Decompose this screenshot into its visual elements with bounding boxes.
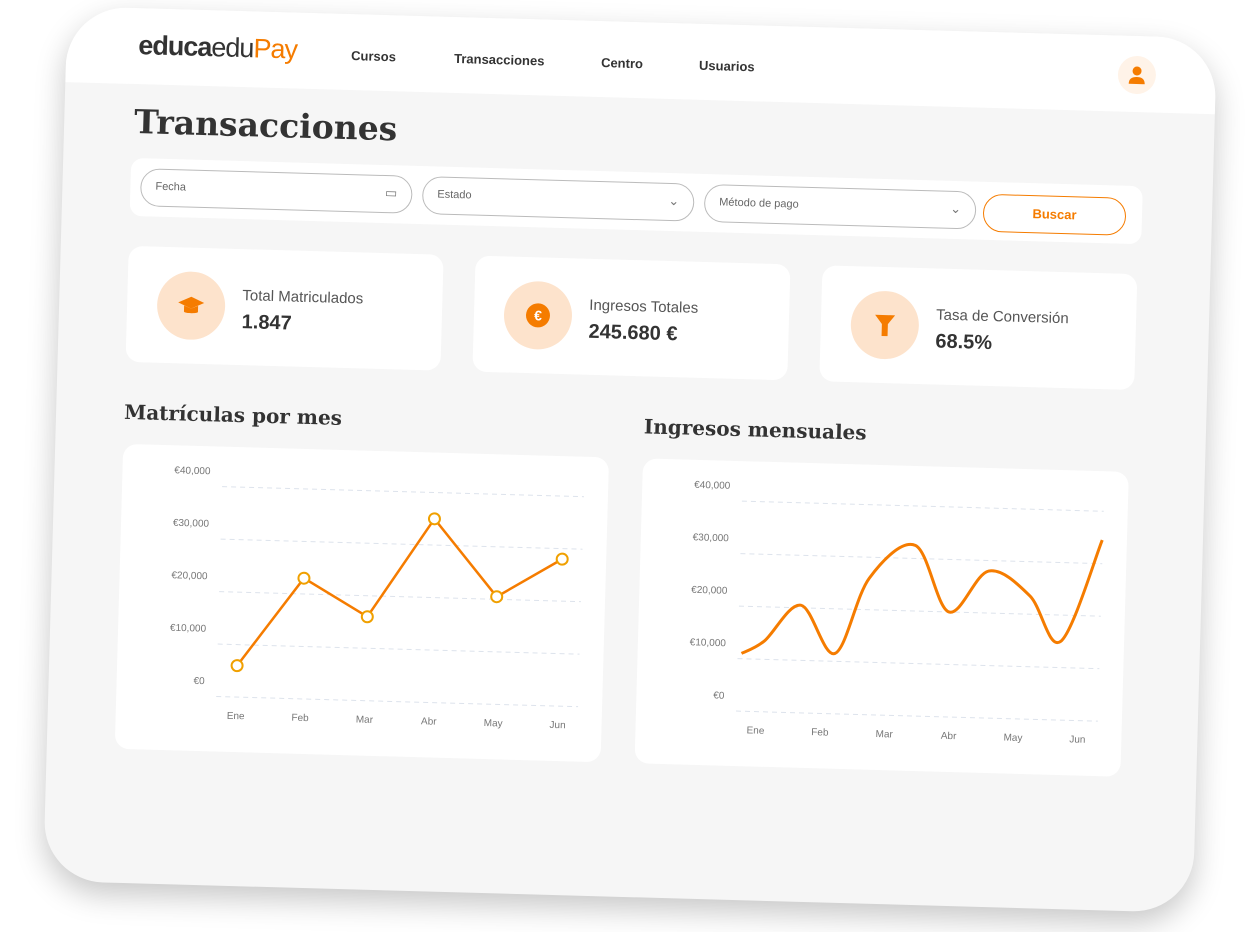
nav-usuarios[interactable]: Usuarios xyxy=(698,57,755,75)
chart-title: Matrículas por mes xyxy=(123,399,343,430)
ingresos-chart: €0 €10,000 €20,000 €30,000 €40,000 Ene Feb Mar A… xyxy=(634,458,1129,777)
chevron-down-icon: ⌄ xyxy=(668,192,680,209)
funnel-icon xyxy=(875,314,896,337)
x-tick-label: Feb xyxy=(811,727,829,738)
kpi-label: Ingresos Totales xyxy=(589,296,699,317)
y-tick-label: €20,000 xyxy=(691,585,728,597)
gridline xyxy=(220,538,583,550)
x-tick-label: Jun xyxy=(549,720,565,731)
data-point xyxy=(427,512,441,526)
kpi-icon-circle xyxy=(156,270,227,341)
gridline xyxy=(736,710,1098,722)
svg-text:€: € xyxy=(534,307,542,323)
y-tick-label: €10,000 xyxy=(690,637,727,649)
series-line xyxy=(236,516,563,667)
nav-transacciones[interactable]: Transacciones xyxy=(453,50,545,69)
chevron-down-icon: ⌄ xyxy=(950,200,962,217)
y-tick-label: €0 xyxy=(193,676,205,687)
y-tick-label: €10,000 xyxy=(170,623,207,635)
fecha-placeholder: Fecha xyxy=(155,180,187,194)
euro-icon: € xyxy=(525,303,550,328)
logo-part: educa xyxy=(137,30,212,63)
chart-title: Ingresos mensuales xyxy=(643,414,867,445)
x-tick-label: May xyxy=(1003,733,1022,745)
x-tick-label: Ene xyxy=(227,711,246,723)
kpi-card-ingresos: € Ingresos Totales 245.680 € xyxy=(472,255,791,381)
logo[interactable]: educaeduPay xyxy=(138,30,297,65)
metodo-pago-select[interactable]: Método de pago ⌄ xyxy=(703,183,977,230)
user-avatar-button[interactable] xyxy=(1117,55,1157,95)
page-title: Transacciones xyxy=(133,102,398,149)
x-tick-label: Feb xyxy=(291,713,309,724)
x-tick-label: Mar xyxy=(356,714,374,725)
kpi-icon-circle xyxy=(849,290,920,360)
gridline xyxy=(219,591,582,603)
kpi-value: 68.5% xyxy=(935,330,993,355)
kpi-icon-circle: € xyxy=(503,280,573,351)
gridline xyxy=(217,643,580,655)
matriculas-chart-svg: €0 €10,000 €20,000 €30,000 €40,000 Ene Feb Mar A… xyxy=(170,465,584,731)
matriculas-chart: €0 €10,000 €20,000 €30,000 €40,000 Ene Feb Mar A… xyxy=(114,443,610,763)
y-tick-label: €30,000 xyxy=(173,518,210,530)
logo-part: Pay xyxy=(253,33,298,65)
nav-cursos[interactable]: Cursos xyxy=(350,48,397,65)
gridline xyxy=(737,658,1100,670)
data-point xyxy=(555,552,569,566)
buscar-button[interactable]: Buscar xyxy=(982,193,1127,236)
x-tick-label: Mar xyxy=(875,729,893,740)
kpi-label: Total Matriculados xyxy=(242,287,364,308)
x-tick-label: Ene xyxy=(746,725,765,737)
app-window: educaeduPay Cursos Transacciones Centro … xyxy=(43,6,1217,913)
x-tick-label: Abr xyxy=(941,731,958,742)
x-tick-label: Jun xyxy=(1069,734,1085,745)
ingresos-chart-svg: €0 €10,000 €20,000 €30,000 €40,000 Ene Feb Mar A… xyxy=(690,480,1104,746)
metodo-placeholder: Método de pago xyxy=(719,196,799,211)
estado-select[interactable]: Estado ⌄ xyxy=(421,176,695,222)
top-nav: educaeduPay Cursos Transacciones Centro … xyxy=(65,6,1217,115)
data-point xyxy=(360,610,374,624)
filter-bar: Fecha ▭ Estado ⌄ Método de pago ⌄ Buscar xyxy=(129,157,1143,245)
gridline xyxy=(741,500,1104,512)
estado-placeholder: Estado xyxy=(437,188,472,202)
data-point xyxy=(297,571,311,585)
user-icon xyxy=(1128,66,1145,85)
x-tick-label: Abr xyxy=(421,716,438,727)
series-line xyxy=(740,539,1104,655)
fecha-input[interactable]: Fecha ▭ xyxy=(139,168,413,214)
x-tick-label: May xyxy=(484,718,503,730)
kpi-card-matriculados: Total Matriculados 1.847 xyxy=(125,245,444,371)
gridline xyxy=(216,696,579,708)
nav-centro[interactable]: Centro xyxy=(600,55,644,72)
y-tick-label: €40,000 xyxy=(174,465,211,477)
kpi-label: Tasa de Conversión xyxy=(935,306,1069,328)
y-tick-label: €20,000 xyxy=(171,570,208,582)
kpi-value: 245.680 € xyxy=(588,320,678,346)
calendar-icon: ▭ xyxy=(384,185,398,201)
y-tick-label: €0 xyxy=(713,690,725,701)
kpi-card-conversion: Tasa de Conversión 68.5% xyxy=(819,265,1138,391)
graduation-cap-icon xyxy=(178,296,205,314)
data-point xyxy=(230,659,244,673)
y-tick-label: €40,000 xyxy=(694,480,731,492)
gridline xyxy=(222,486,584,498)
data-point xyxy=(490,590,504,604)
y-tick-label: €30,000 xyxy=(693,532,730,544)
kpi-value: 1.847 xyxy=(241,311,293,335)
gridline xyxy=(740,553,1103,565)
logo-part: edu xyxy=(210,32,254,64)
